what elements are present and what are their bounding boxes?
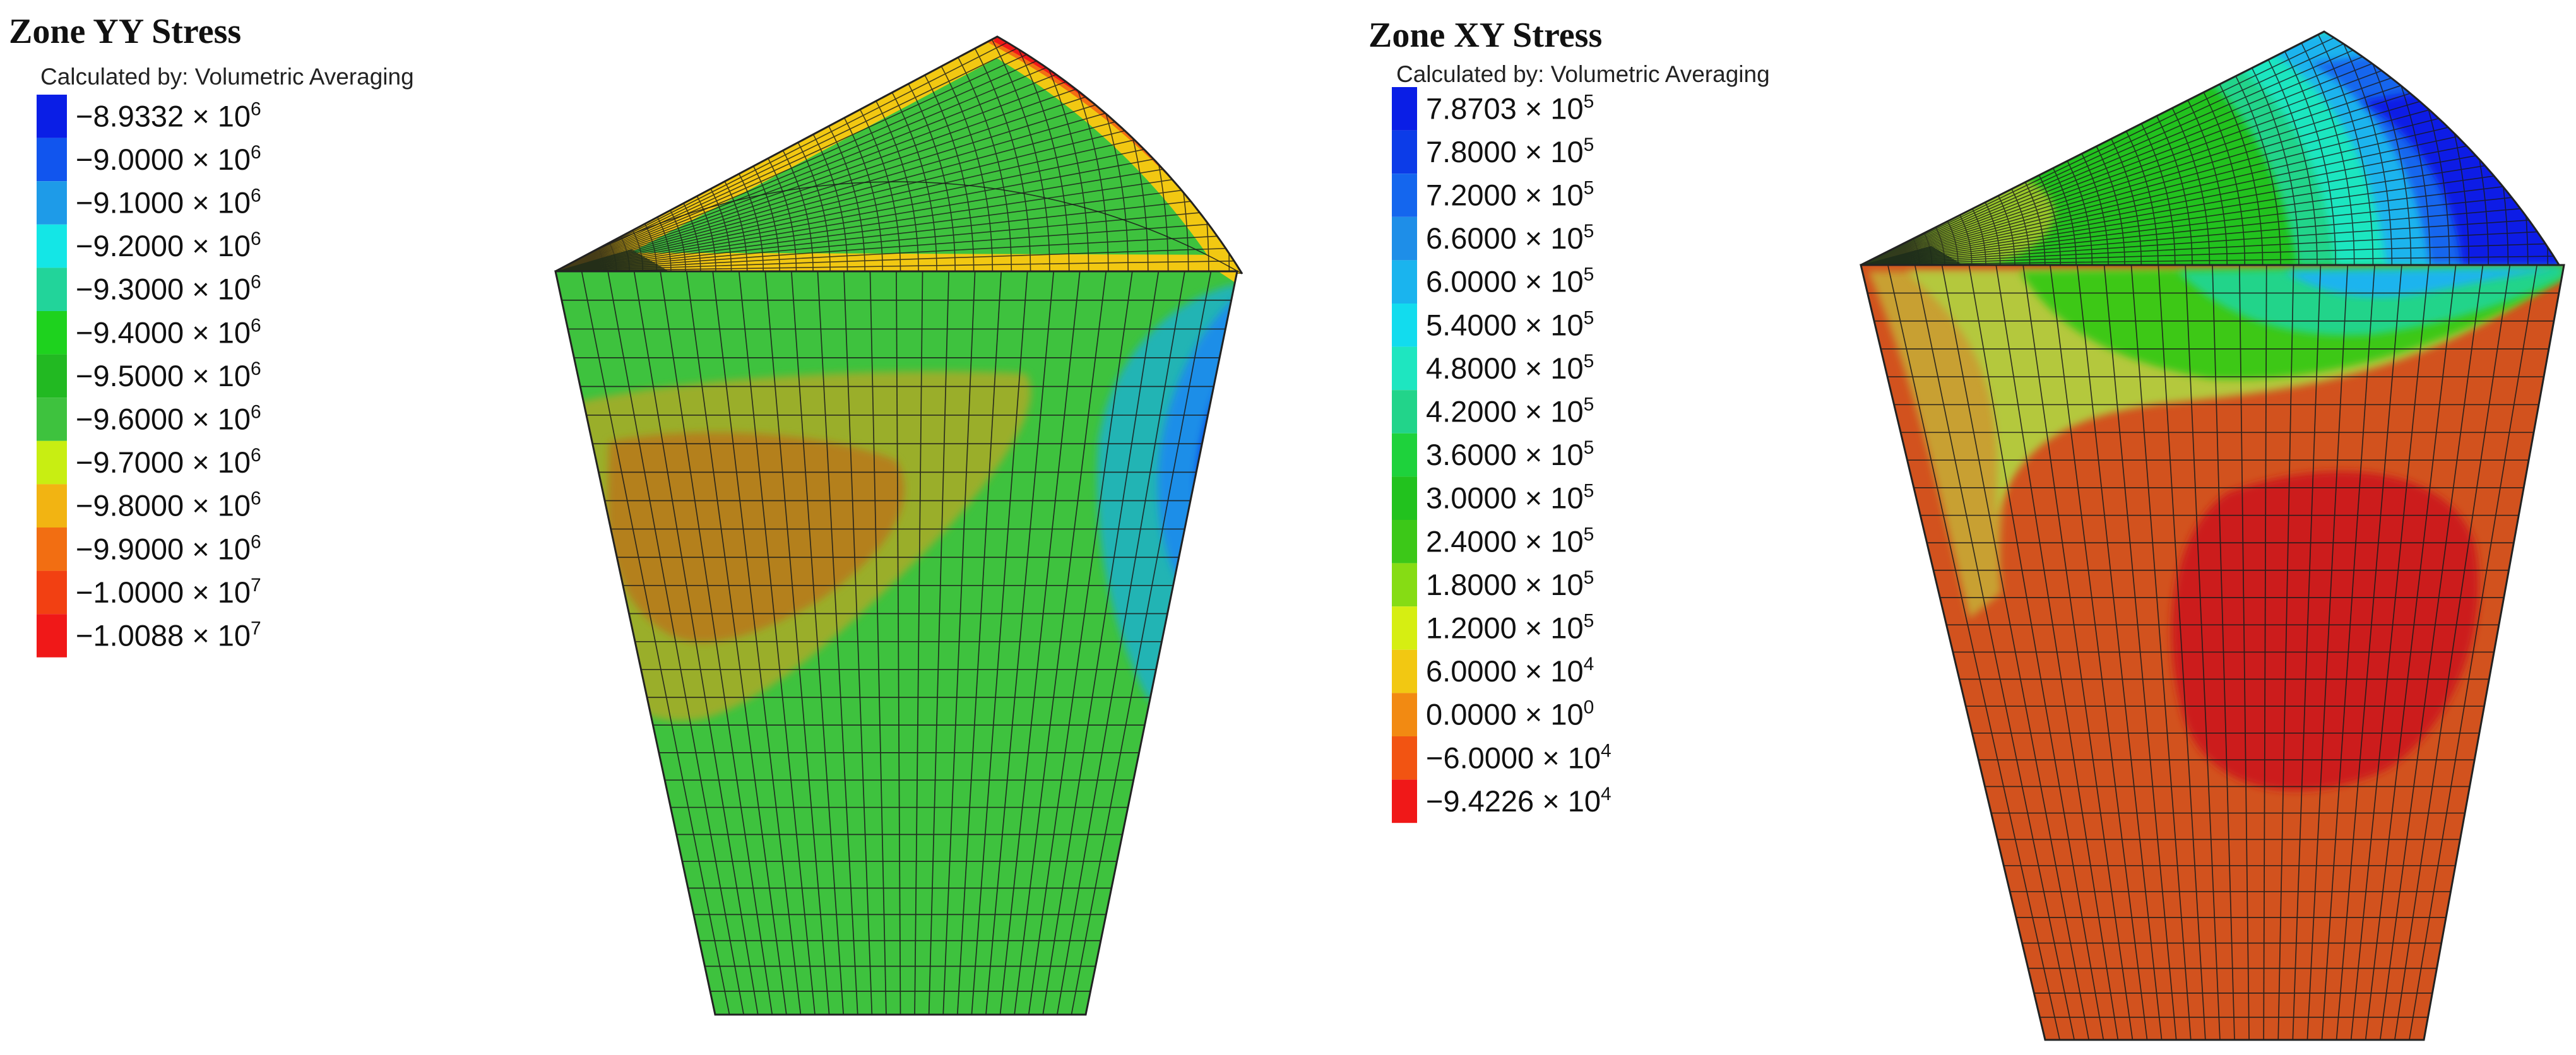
legend-label: −9.3000 × 106 (76, 272, 261, 306)
legend-label: −8.9332 × 106 (76, 98, 261, 133)
legend-swatch (1392, 563, 1417, 607)
legend-label: 7.8703 × 105 (1426, 91, 1594, 125)
legend-swatch (1392, 260, 1417, 304)
legend-swatch (37, 95, 67, 138)
legend-label: −9.0000 × 106 (76, 142, 261, 176)
legend-label: −9.4226 × 104 (1426, 784, 1611, 818)
legend-label: −9.7000 × 106 (76, 445, 261, 479)
panel-yy-subtitle: Calculated by: Volumetric Averaging (40, 64, 414, 90)
legend-swatch (1392, 87, 1417, 131)
legend-swatch (37, 440, 67, 485)
legend-swatch (1392, 476, 1417, 520)
legend-swatch (37, 614, 67, 657)
legend-swatch (1392, 606, 1417, 650)
legend-label: 4.2000 × 105 (1426, 394, 1594, 428)
legend-swatch (37, 268, 67, 311)
legend-swatch (1392, 130, 1417, 174)
legend-label: 1.8000 × 105 (1426, 567, 1594, 601)
legend-label: −9.8000 × 106 (76, 488, 261, 522)
panel-yy-arc-region (555, 35, 1243, 274)
panel-yy: Zone YY Stress Calculated by: Volumetric… (9, 12, 1243, 1016)
legend-swatch (1392, 216, 1417, 261)
legend-label: −1.0088 × 107 (76, 618, 261, 652)
legend-label: 2.4000 × 105 (1426, 524, 1594, 558)
legend-swatch (1392, 693, 1417, 736)
legend-swatch (37, 528, 67, 571)
legend-swatch (1392, 346, 1417, 391)
legend-label: 4.8000 × 105 (1426, 351, 1594, 385)
legend-swatch (1392, 390, 1417, 433)
legend-swatch (1392, 779, 1417, 823)
legend-label: 6.6000 × 105 (1426, 221, 1594, 255)
legend-swatch (1392, 304, 1417, 347)
legend-label: 7.2000 × 105 (1426, 178, 1594, 212)
legend-swatch (1392, 520, 1417, 563)
legend-swatch (37, 484, 67, 528)
legend-swatch (37, 354, 67, 398)
legend-swatch (37, 311, 67, 355)
legend-swatch (1392, 736, 1417, 780)
legend-label: 6.0000 × 105 (1426, 264, 1594, 298)
legend-label: 3.0000 × 105 (1426, 481, 1594, 515)
legend-label: −1.0000 × 107 (76, 575, 261, 609)
legend-label: −9.6000 × 106 (76, 402, 261, 436)
panel-xy-body (1860, 264, 2565, 1041)
legend-label: 7.8000 × 105 (1426, 134, 1594, 168)
legend-label: 3.6000 × 105 (1426, 437, 1594, 471)
legend-swatch (37, 138, 67, 182)
legend-label: 1.2000 × 105 (1426, 611, 1594, 645)
legend-label: 0.0000 × 100 (1426, 697, 1594, 731)
panel-yy-body (554, 270, 1238, 1016)
panel-xy-arc-region (1860, 30, 2563, 269)
legend-label: −9.4000 × 106 (76, 315, 261, 349)
legend-label: 6.0000 × 104 (1426, 654, 1594, 688)
legend-swatch (1392, 174, 1417, 217)
panel-xy-title: Zone XY Stress (1368, 16, 1602, 55)
legend-swatch (37, 181, 67, 225)
panel-xy: Zone XY Stress Calculated by: Volumetric… (1368, 16, 2565, 1041)
legend-swatch (1392, 433, 1417, 477)
legend-swatch (37, 570, 67, 615)
legend-swatch (37, 398, 67, 441)
legend-swatch (37, 224, 67, 268)
legend-label: −9.1000 × 106 (76, 186, 261, 220)
legend-label: 5.4000 × 105 (1426, 307, 1594, 341)
panel-xy-legend: 7.8703 × 105 7.8000 × 105 7.2000 × 105 6.60… (1392, 87, 1611, 823)
legend-swatch (1392, 649, 1417, 693)
panel-yy-title: Zone YY Stress (9, 12, 241, 51)
panel-xy-subtitle: Calculated by: Volumetric Averaging (1396, 61, 1770, 87)
legend-label: −9.2000 × 106 (76, 228, 261, 262)
legend-label: −9.5000 × 106 (76, 358, 261, 392)
legend-label: −9.9000 × 106 (76, 531, 261, 565)
legend-label: −6.0000 × 104 (1426, 740, 1611, 774)
panel-yy-legend: −8.9332 × 106 −9.0000 × 106 −9.1000 × 106 −… (37, 95, 261, 657)
